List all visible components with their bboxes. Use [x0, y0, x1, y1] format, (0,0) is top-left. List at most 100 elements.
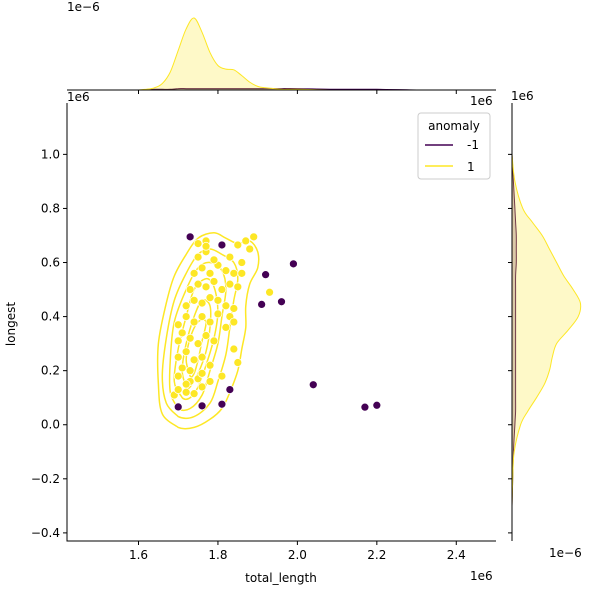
x-tick-label: 2.4 [447, 548, 466, 562]
scatter-point [261, 270, 270, 280]
top-marginal-line-1 [138, 17, 417, 91]
scatter-point [257, 300, 267, 309]
x-tick-label: 2.2 [367, 548, 386, 562]
scatter-point [185, 232, 195, 242]
x-tick-label: 2.0 [288, 548, 307, 562]
right-marginal-line-1 [511, 154, 582, 506]
y-tick-label: −0.4 [31, 526, 60, 540]
scatter-point [181, 387, 191, 397]
x-tick-label: 1.6 [129, 548, 148, 562]
scatter-point [372, 400, 382, 410]
legend-label-minus1: -1 [467, 138, 479, 152]
scatter-point [229, 317, 239, 327]
scatter-point [221, 266, 231, 276]
scatter-point [193, 279, 203, 289]
scatter-point [249, 232, 259, 242]
y-tick-label: −0.2 [31, 472, 60, 486]
scatter-point [308, 380, 318, 390]
y-tick-label: 0.2 [41, 364, 60, 378]
x-axis-offset-text: 1e6 [470, 569, 493, 583]
scatter-point [217, 399, 227, 409]
scatter-point [209, 255, 219, 265]
scatter-point [189, 317, 199, 327]
scatter-point [193, 252, 203, 262]
scatter-point [181, 312, 191, 321]
scatter-point [197, 263, 207, 273]
scatter-point [173, 385, 183, 394]
scatter-point [185, 333, 195, 343]
scatter-point [197, 368, 207, 378]
top-marginal-fill-1 [138, 17, 417, 91]
main-plot: 1.6 1.8 2.0 2.2 2.4 −0.4 −0.2 0.0 0.2 0.4 0.6 0.8 1… [4, 89, 534, 585]
scatter-point [233, 240, 243, 250]
scatter-point [265, 287, 274, 297]
scatter-point [209, 336, 219, 346]
scatter-point [201, 331, 211, 340]
y-tick-label: 0.4 [41, 310, 60, 324]
top-marginal-line-minus1 [138, 88, 417, 91]
scatter-point [205, 293, 215, 303]
scatter-point [201, 282, 211, 292]
scatter-point [177, 363, 187, 373]
scatter-point [289, 259, 298, 269]
legend: anomaly -1 1 [417, 112, 491, 180]
top-right-offset-text: 1e6 [470, 94, 493, 108]
x-tick-label: 1.8 [208, 548, 227, 562]
scatter-point [185, 285, 195, 294]
scatter-point [205, 360, 215, 370]
top-marginal: 1e−6 [67, 0, 496, 94]
scatter-point [173, 336, 183, 346]
right-marginal-offset-text: 1e−6 [549, 546, 582, 560]
scatter-point [209, 277, 219, 286]
right-marginal-line-minus1 [511, 154, 517, 506]
scatter-point [197, 312, 207, 321]
scatter-point [241, 236, 251, 246]
scatter-point [225, 385, 235, 394]
y-axis-ticks: −0.4 −0.2 0.0 0.2 0.4 0.6 0.8 1.0 [31, 147, 67, 540]
scatter-point [213, 295, 223, 305]
scatter-point [173, 320, 183, 330]
y-tick-label: 1.0 [41, 147, 60, 161]
scatter-point [181, 379, 191, 389]
scatter-point [229, 304, 239, 313]
scatter-point [205, 317, 215, 327]
scatter-point [173, 402, 183, 412]
y-tick-label: 0.8 [41, 201, 60, 215]
y-axis-offset-text: 1e6 [67, 90, 90, 104]
scatter-point [217, 240, 227, 250]
scatter-point [225, 279, 235, 289]
scatter-point [197, 401, 207, 411]
y-tick-label: 0.0 [41, 418, 60, 432]
x-axis-ticks: 1.6 1.8 2.0 2.2 2.4 [129, 541, 466, 562]
scatter-point [201, 241, 211, 251]
scatter-points [169, 232, 382, 412]
scatter-point [177, 328, 187, 338]
right-axis-offset-text: 1e6 [511, 89, 534, 103]
right-marginal-fill-1 [512, 154, 581, 506]
scatter-point [197, 382, 207, 392]
scatter-point [221, 301, 231, 311]
x-axis-label: total_length [245, 571, 317, 585]
scatter-point [173, 352, 183, 362]
top-marginal-offset-text: 1e−6 [67, 0, 100, 14]
legend-title: anomaly [428, 119, 480, 133]
legend-box [417, 112, 491, 180]
scatter-point [197, 298, 207, 308]
right-marginal-ticks [508, 153, 512, 534]
scatter-point [221, 323, 231, 332]
y-tick-label: 0.6 [41, 256, 60, 270]
scatter-point [197, 352, 207, 362]
scatter-point [189, 355, 199, 365]
scatter-point [245, 244, 255, 254]
scatter-point [193, 239, 203, 248]
legend-label-1: 1 [467, 160, 475, 174]
scatter-point [360, 402, 370, 412]
right-marginal: 1e−6 [508, 103, 582, 560]
scatter-point [277, 297, 286, 307]
scatter-point [181, 301, 191, 311]
scatter-point [237, 268, 247, 278]
scatter-point [229, 344, 239, 354]
scatter-point [233, 358, 243, 367]
scatter-point [205, 377, 215, 386]
